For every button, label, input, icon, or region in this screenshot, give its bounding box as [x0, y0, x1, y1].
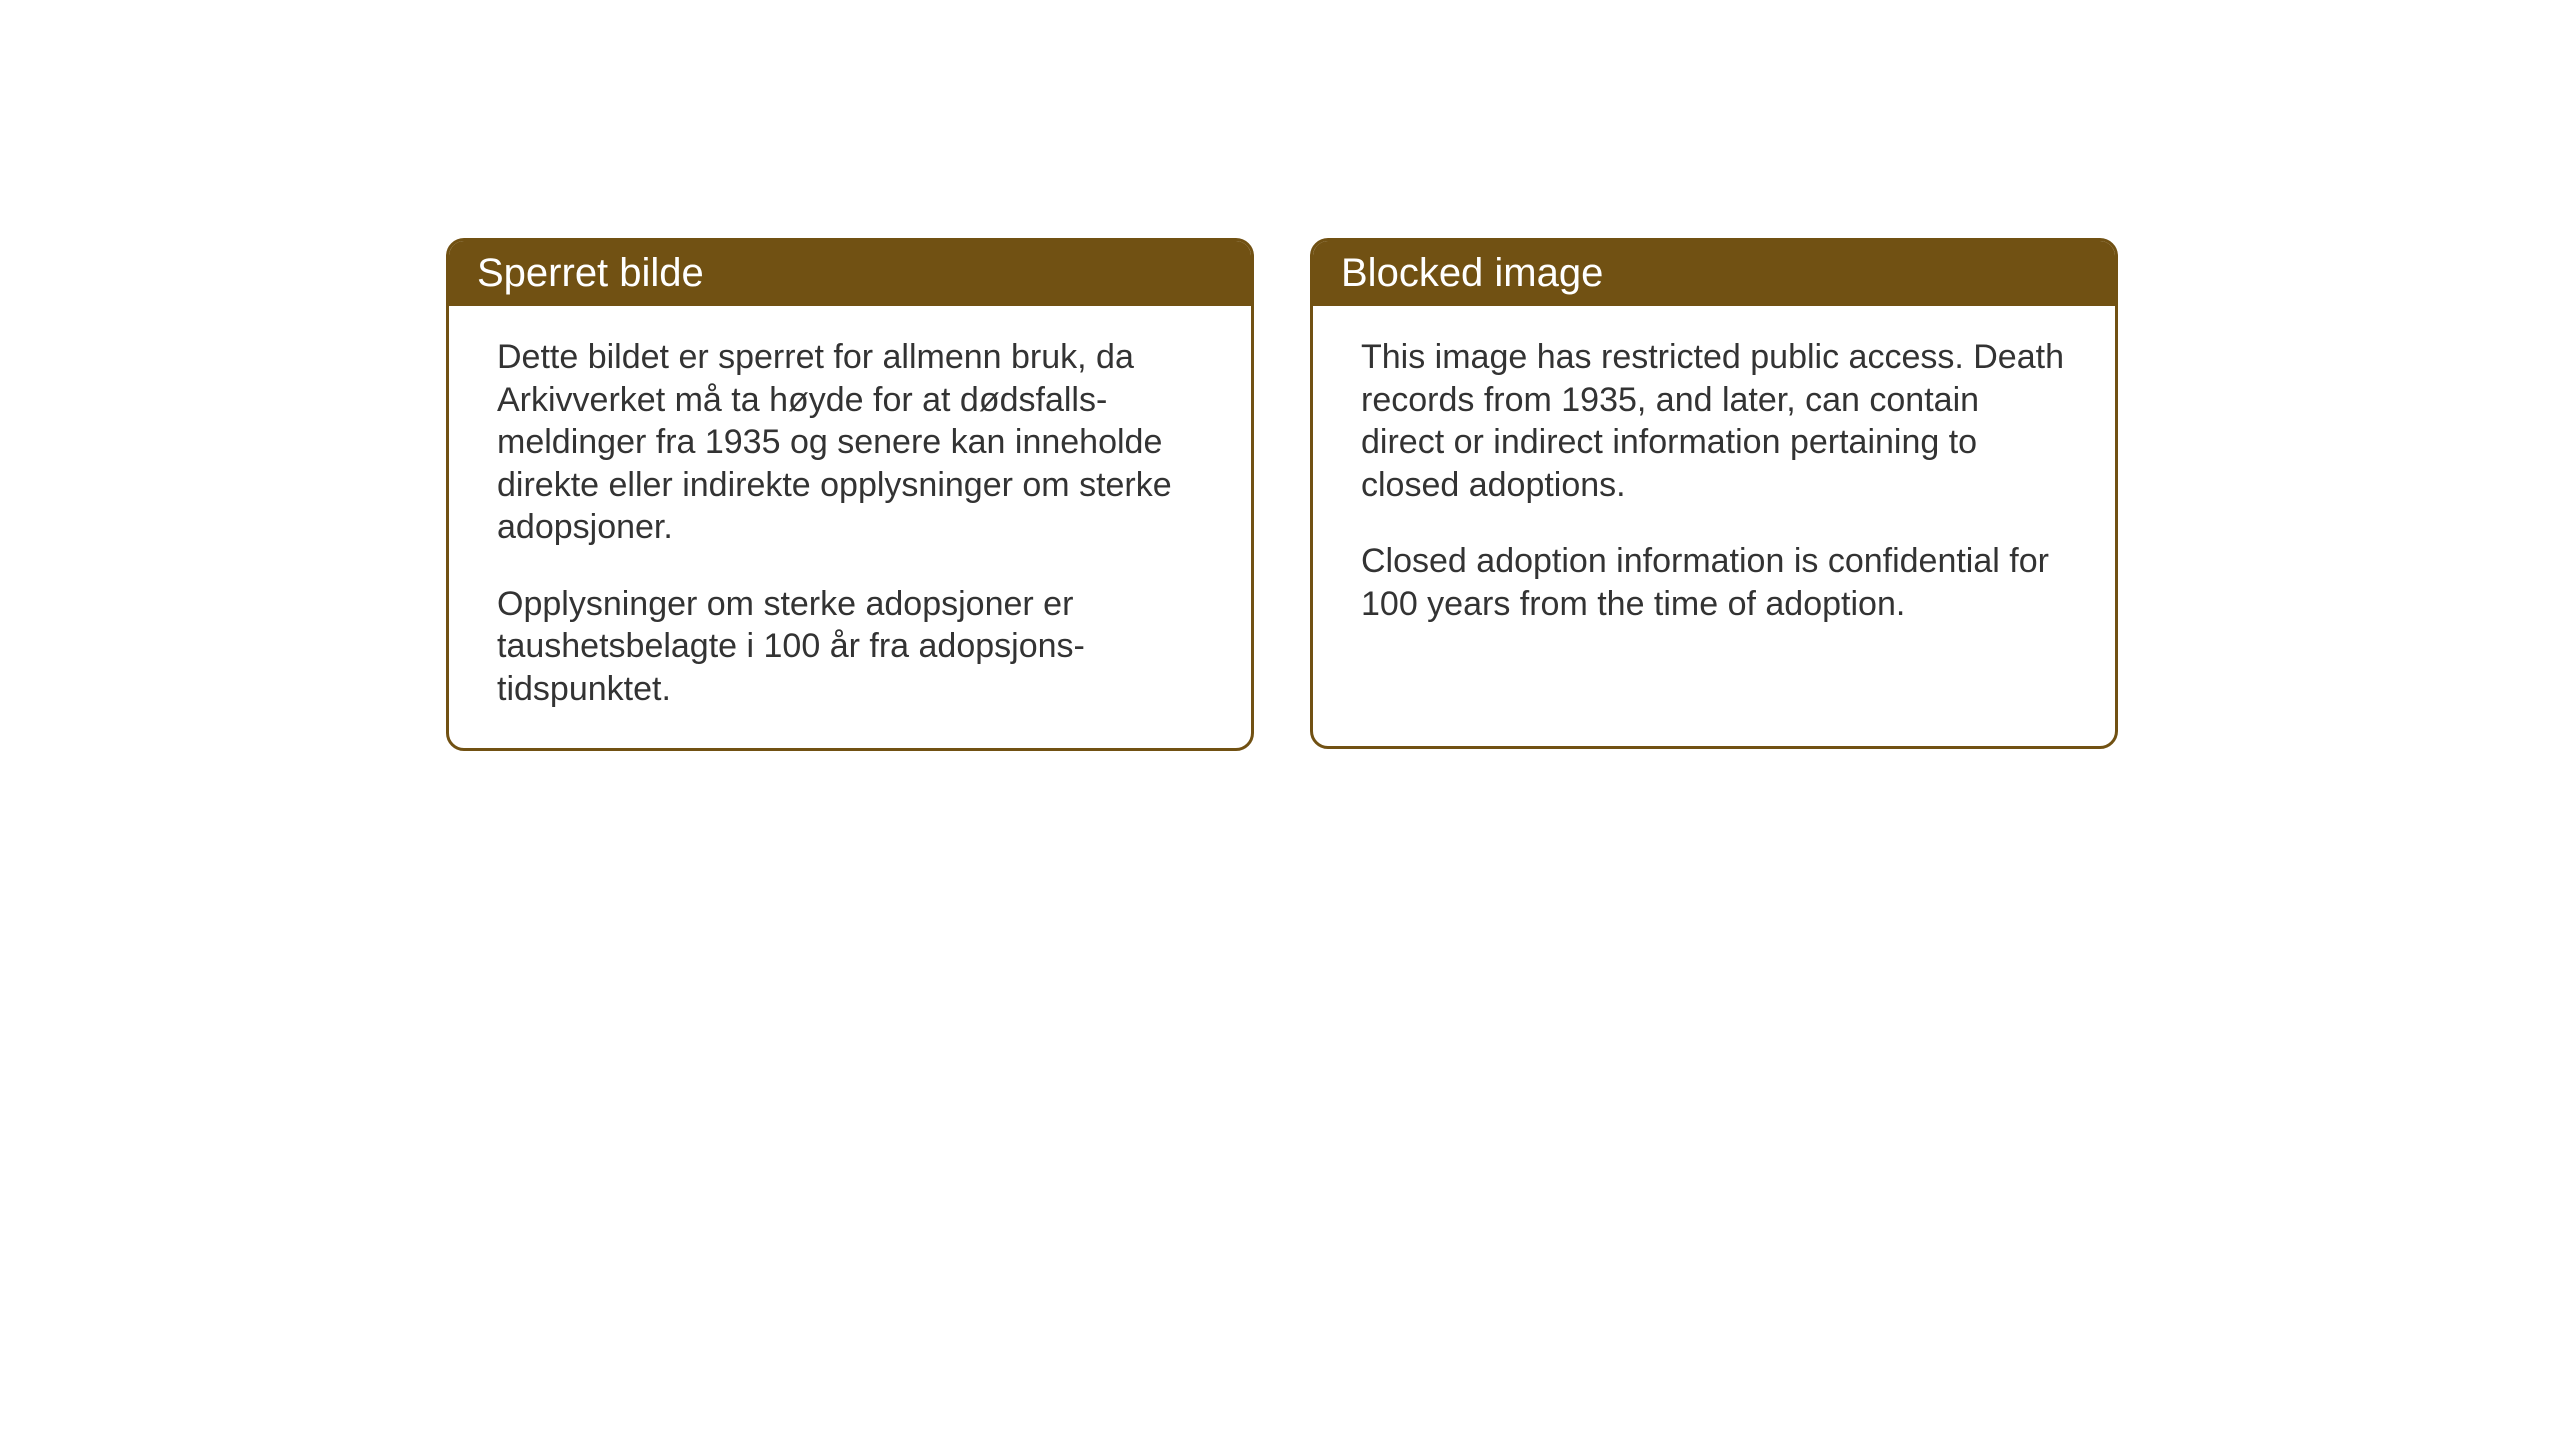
- card-paragraph-norwegian-2: Opplysninger om sterke adopsjoner er tau…: [497, 583, 1203, 711]
- card-header-norwegian: Sperret bilde: [449, 241, 1251, 306]
- notice-container: Sperret bilde Dette bildet er sperret fo…: [446, 238, 2118, 751]
- notice-card-english: Blocked image This image has restricted …: [1310, 238, 2118, 749]
- card-paragraph-norwegian-1: Dette bildet er sperret for allmenn bruk…: [497, 336, 1203, 549]
- card-paragraph-english-1: This image has restricted public access.…: [1361, 336, 2067, 506]
- card-header-english: Blocked image: [1313, 241, 2115, 306]
- card-body-norwegian: Dette bildet er sperret for allmenn bruk…: [449, 306, 1251, 748]
- card-paragraph-english-2: Closed adoption information is confident…: [1361, 540, 2067, 625]
- card-body-english: This image has restricted public access.…: [1313, 306, 2115, 663]
- card-title-norwegian: Sperret bilde: [477, 251, 704, 295]
- notice-card-norwegian: Sperret bilde Dette bildet er sperret fo…: [446, 238, 1254, 751]
- card-title-english: Blocked image: [1341, 251, 1603, 295]
